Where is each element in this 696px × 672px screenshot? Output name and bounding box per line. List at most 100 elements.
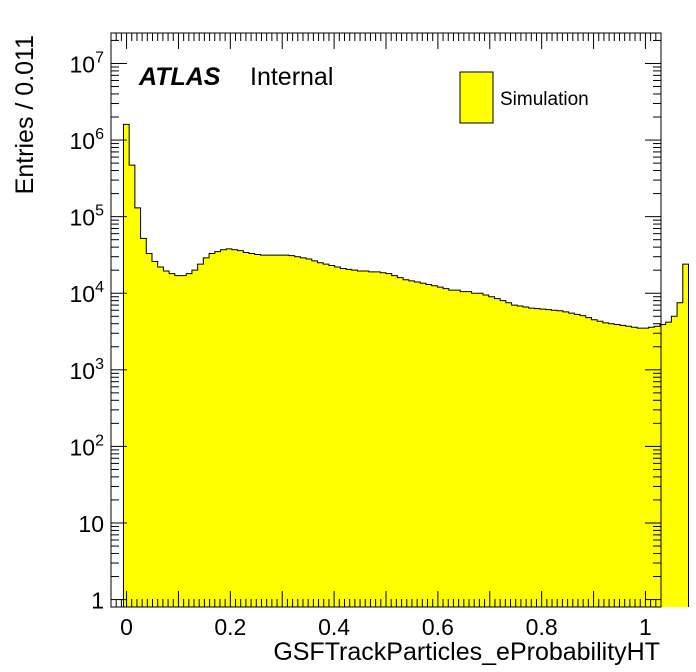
histogram-bin bbox=[608, 323, 615, 607]
x-tick-label: 0.2 bbox=[214, 614, 246, 640]
histogram-bin bbox=[163, 271, 170, 607]
y-axis-title: Entries / 0.011 bbox=[11, 35, 39, 194]
x-tick-label: 0.8 bbox=[526, 614, 558, 640]
histogram-bin bbox=[597, 321, 604, 607]
histogram-bin bbox=[174, 275, 181, 607]
histogram-bin bbox=[465, 291, 473, 607]
histogram-bin bbox=[391, 275, 398, 607]
histogram-bin bbox=[266, 255, 273, 607]
histogram-bin bbox=[580, 315, 587, 607]
histogram-bin bbox=[437, 287, 444, 607]
histogram-bin bbox=[403, 279, 410, 607]
histogram-bin bbox=[300, 257, 307, 607]
histogram-bin bbox=[146, 253, 153, 607]
histogram-bin bbox=[500, 300, 507, 607]
histogram-bin bbox=[517, 306, 524, 607]
y-tick-label: 107 bbox=[70, 49, 105, 77]
histogram-bin bbox=[226, 248, 233, 607]
histogram-bin bbox=[368, 271, 375, 607]
histogram-bin bbox=[306, 258, 313, 607]
histogram-bin bbox=[214, 251, 221, 608]
histogram-bin bbox=[357, 271, 364, 607]
legend-swatch bbox=[459, 71, 494, 124]
histogram-bin bbox=[123, 124, 130, 607]
atlas-label: ATLAS bbox=[138, 63, 221, 91]
histogram-bin bbox=[665, 322, 672, 607]
histogram-bin bbox=[591, 319, 598, 607]
histogram-bin bbox=[602, 322, 609, 607]
histogram-bin bbox=[334, 267, 341, 607]
x-tick-label: 0 bbox=[120, 614, 133, 640]
histogram-bin bbox=[443, 288, 450, 607]
histogram-bin bbox=[448, 290, 455, 607]
histogram-bin bbox=[351, 270, 358, 607]
histogram-outline bbox=[122, 123, 689, 607]
histogram-bin bbox=[231, 249, 239, 607]
histogram-bin bbox=[157, 267, 164, 607]
y-tick-label: 105 bbox=[70, 203, 105, 231]
histogram-bin bbox=[328, 265, 336, 607]
histogram-bin bbox=[186, 273, 193, 607]
histogram-bin bbox=[574, 314, 581, 607]
histogram-bin bbox=[294, 256, 301, 607]
histogram-bin bbox=[340, 268, 347, 607]
histogram-bin bbox=[483, 294, 490, 607]
histogram-bin bbox=[511, 305, 518, 607]
axis-ticks bbox=[111, 33, 662, 607]
histogram-bin bbox=[129, 165, 136, 607]
internal-label: Internal bbox=[250, 63, 333, 91]
histogram-bin bbox=[254, 254, 261, 607]
x-axis-title: GSFTrackParticles_eProbabilityHT bbox=[273, 638, 660, 666]
histogram-bin bbox=[534, 308, 541, 607]
histogram-bin bbox=[346, 269, 353, 607]
histogram-bin bbox=[408, 280, 415, 607]
histogram-bin bbox=[397, 277, 404, 607]
histogram-bin bbox=[677, 302, 684, 607]
histogram-bin bbox=[477, 293, 484, 607]
y-tick-label: 10 bbox=[78, 511, 104, 537]
histogram-bin bbox=[682, 264, 689, 607]
x-tick-label: 0.6 bbox=[422, 614, 454, 640]
histogram-bin bbox=[648, 327, 655, 607]
histogram-bin bbox=[203, 257, 210, 607]
histogram-bin bbox=[374, 271, 381, 607]
histogram-bin bbox=[277, 255, 284, 607]
histogram-bin bbox=[494, 298, 501, 607]
histogram-bin bbox=[505, 302, 512, 607]
histogram-bin bbox=[557, 310, 564, 607]
histogram-bin bbox=[169, 273, 176, 607]
x-tick-label: 0.4 bbox=[318, 614, 350, 640]
histogram-bin bbox=[488, 296, 495, 607]
histogram-bin bbox=[380, 272, 387, 607]
histogram-bin bbox=[249, 253, 256, 607]
histogram-bin bbox=[283, 255, 290, 607]
y-tick-label: 102 bbox=[70, 432, 105, 460]
histogram-bin bbox=[260, 255, 267, 607]
histogram-bin bbox=[197, 264, 204, 607]
histogram-bin bbox=[460, 291, 467, 607]
histogram-bin bbox=[363, 271, 370, 607]
histogram-bin bbox=[522, 307, 530, 607]
histogram-bin bbox=[323, 264, 330, 607]
x-tick-label: 1 bbox=[639, 614, 652, 640]
histogram-bin bbox=[220, 249, 227, 607]
histogram-bin bbox=[288, 255, 296, 608]
histogram-bin bbox=[243, 252, 250, 607]
histogram-bin bbox=[528, 308, 535, 607]
histogram-bin bbox=[237, 250, 244, 607]
histogram-bin bbox=[642, 328, 649, 607]
histogram-bin bbox=[386, 273, 393, 607]
histogram-bin bbox=[209, 253, 216, 607]
histogram-bin bbox=[568, 313, 575, 607]
histogram-bin bbox=[631, 327, 638, 607]
y-tick-label: 103 bbox=[70, 356, 105, 384]
histogram-bin bbox=[654, 326, 661, 607]
histogram-bin bbox=[134, 207, 141, 607]
histogram-bin bbox=[659, 324, 667, 607]
histogram-bin bbox=[454, 290, 461, 607]
histogram-bin bbox=[551, 310, 558, 607]
histogram-bin bbox=[545, 309, 552, 607]
y-tick-label: 1 bbox=[91, 588, 104, 614]
histogram-bin bbox=[191, 270, 199, 607]
